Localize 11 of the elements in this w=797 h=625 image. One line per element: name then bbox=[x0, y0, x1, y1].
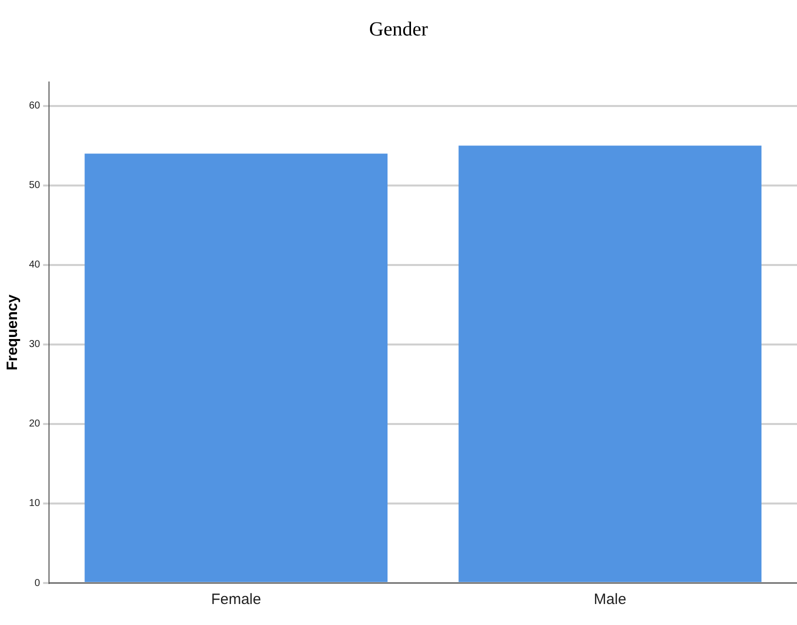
chart-title: Gender bbox=[369, 18, 428, 40]
y-axis-title: Frequency bbox=[4, 294, 22, 370]
y-tick-label: 60 bbox=[29, 100, 41, 112]
y-tick-label: 30 bbox=[29, 339, 41, 350]
y-tick-label: 0 bbox=[34, 578, 41, 589]
x-tick-label: Female bbox=[211, 591, 262, 608]
x-tick-label: Male bbox=[594, 591, 626, 608]
y-tick-label: 20 bbox=[29, 418, 41, 430]
y-tick-label: 10 bbox=[29, 498, 41, 510]
y-tick-label: 50 bbox=[29, 180, 41, 192]
y-tick-label: 40 bbox=[29, 260, 41, 271]
